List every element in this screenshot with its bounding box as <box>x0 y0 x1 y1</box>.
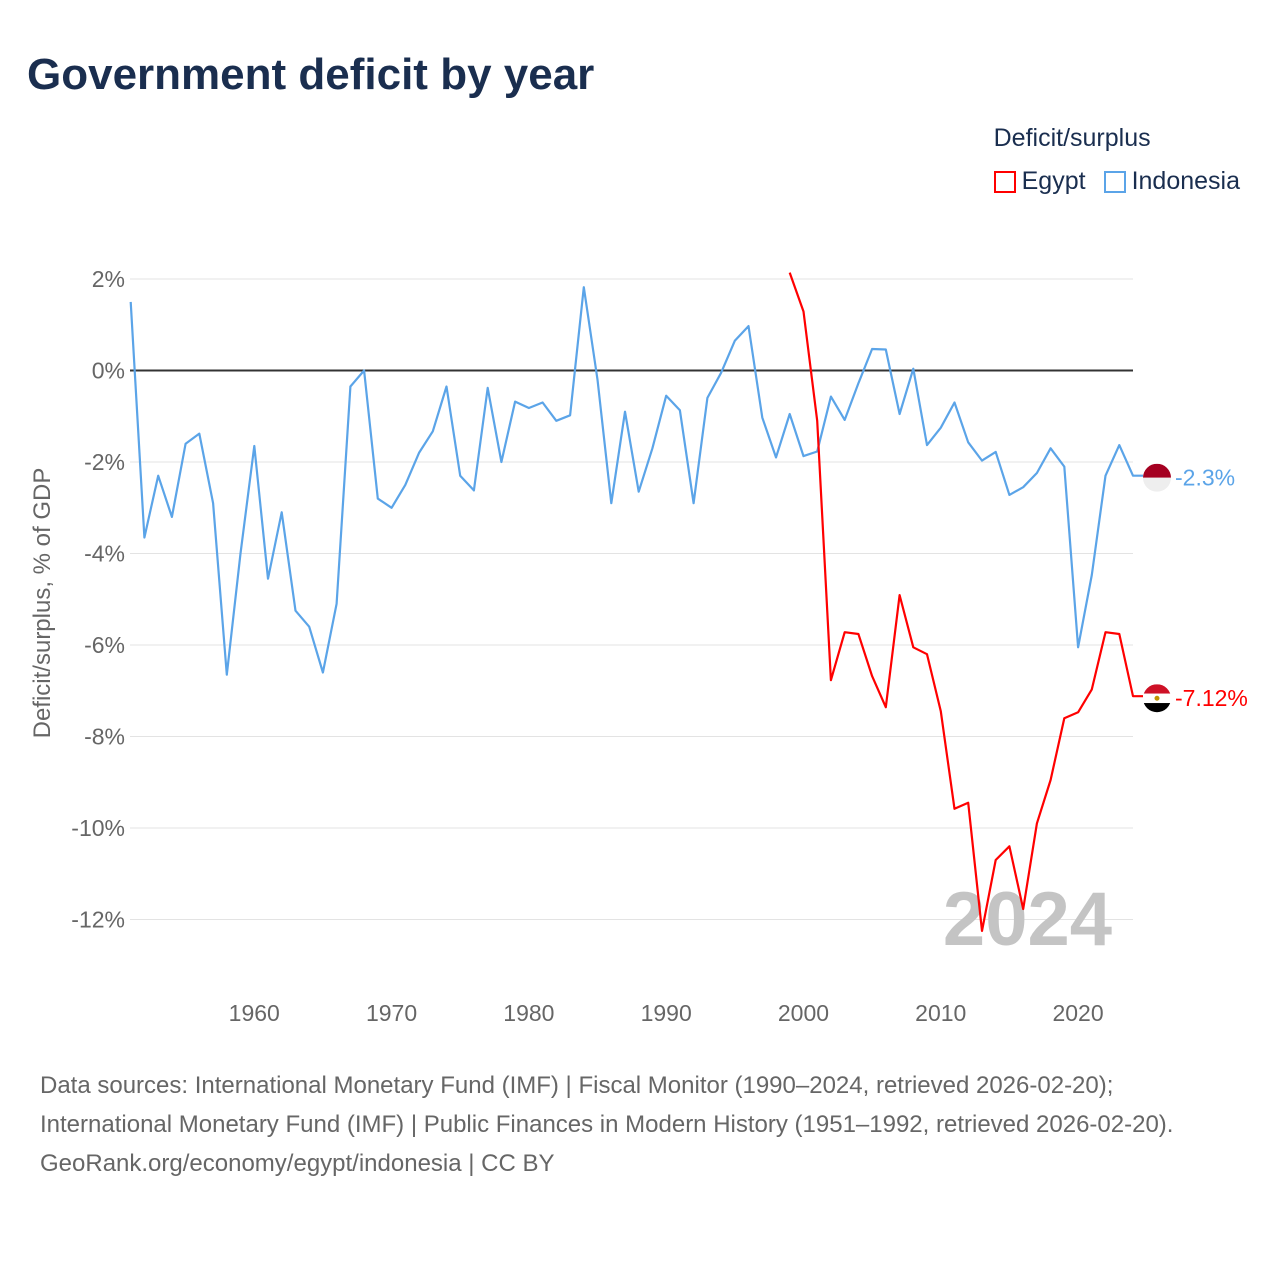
y-tick-label: -2% <box>84 449 125 475</box>
flag-egypt-icon <box>1143 684 1171 713</box>
credit-link[interactable]: GeoRank.org/economy/egypt/indonesia | CC… <box>40 1150 555 1177</box>
series-line-egypt[interactable] <box>788 272 1143 933</box>
x-tick-label: 2000 <box>778 1000 829 1026</box>
y-axis-label: Deficit/surplus, % of GDP <box>29 468 56 739</box>
y-tick-label: 2% <box>92 266 125 292</box>
x-tick-label: 1970 <box>366 1000 417 1026</box>
y-tick-label: -12% <box>71 907 125 933</box>
end-label-indonesia: -2.3% <box>1175 465 1235 491</box>
y-tick-label: -6% <box>84 632 125 658</box>
legend-label-indonesia: Indonesia <box>1131 167 1240 195</box>
x-tick-label: 1990 <box>641 1000 692 1026</box>
legend-title: Deficit/surplus <box>993 124 1151 152</box>
y-tick-label: -10% <box>71 815 125 841</box>
legend-item-indonesia[interactable]: Indonesia <box>1103 167 1240 196</box>
series-group <box>129 272 1143 933</box>
end-label-egypt: -7.12% <box>1175 685 1248 711</box>
year-watermark: 2024 <box>943 877 1112 962</box>
legend-swatch-egypt <box>993 170 1016 193</box>
legend: Deficit/surplus Egypt Indonesia <box>993 124 1240 196</box>
x-tick-label: 1980 <box>503 1000 554 1026</box>
line-chart: 2% 0% -2% -4% -6% -8% -10% -12% 1960 1970 1980 1990… <box>29 266 1248 1026</box>
x-tick-label: 1960 <box>229 1000 280 1026</box>
data-sources: Data sources: International Monetary Fun… <box>40 1072 1174 1138</box>
legend-item-egypt[interactable]: Egypt <box>993 167 1086 196</box>
y-tick-label: -8% <box>84 724 125 750</box>
x-tick-label: 2010 <box>915 1000 966 1026</box>
legend-swatch-indonesia <box>1103 170 1126 193</box>
chart-title: Government deficit by year <box>27 50 595 99</box>
flag-indonesia-icon <box>1143 463 1171 492</box>
x-tick-label: 2020 <box>1052 1000 1103 1026</box>
series-line-indonesia[interactable] <box>129 286 1143 676</box>
end-labels: -2.3% -7.12% <box>1143 463 1248 713</box>
y-tick-label: 0% <box>92 358 125 384</box>
grid: 2% 0% -2% -4% -6% -8% -10% -12% 1960 1970 1980 1990… <box>71 266 1133 1026</box>
footer: Data sources: International Monetary Fun… <box>40 1066 1240 1183</box>
y-tick-label: -4% <box>84 541 125 567</box>
legend-label-egypt: Egypt <box>1021 167 1086 195</box>
